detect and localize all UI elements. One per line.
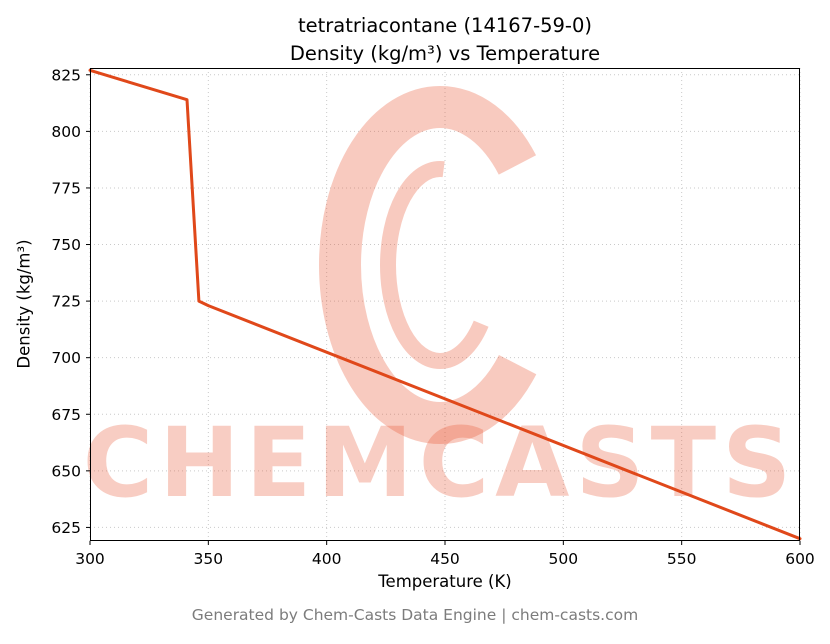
chemcasts-c-logo-watermark xyxy=(319,86,561,444)
y-tick-label: 650 xyxy=(51,462,81,480)
plot-svg: CHEMCASTS 300 350 400 450 500 550 600 625 650 675 7… xyxy=(51,66,814,568)
y-tick-label: 825 xyxy=(51,66,81,84)
y-tick-label: 725 xyxy=(51,293,81,311)
x-tick-label: 600 xyxy=(785,550,815,568)
chart-title: tetratriacontane (14167-59-0) Density (k… xyxy=(90,12,800,67)
y-tick-label: 750 xyxy=(51,236,81,254)
series-line-density xyxy=(88,68,802,541)
y-tick-label: 775 xyxy=(51,179,81,197)
y-tick-label: 800 xyxy=(51,123,81,141)
x-tick-label: 500 xyxy=(549,550,579,568)
x-tick-label: 300 xyxy=(75,550,105,568)
y-tick-label: 625 xyxy=(51,519,81,537)
x-axis-label: Temperature (K) xyxy=(378,572,512,591)
footer-credit: Generated by Chem-Casts Data Engine | ch… xyxy=(191,606,639,624)
x-tick-label: 550 xyxy=(667,550,697,568)
chart-title-line2: Density (kg/m³) vs Temperature xyxy=(289,41,601,65)
chemcasts-c-logo-inner-stroke xyxy=(380,161,500,369)
watermark-text: CHEMCASTS xyxy=(83,407,797,519)
x-tick-label: 400 xyxy=(312,550,342,568)
y-tick-label: 700 xyxy=(51,349,81,367)
y-tick-label: 675 xyxy=(51,406,81,424)
y-axis-label: Density (kg/m³) xyxy=(14,239,34,369)
x-tick-label: 350 xyxy=(194,550,224,568)
x-tick-label: 450 xyxy=(430,550,460,568)
plot-area: CHEMCASTS 300 350 400 450 500 550 600 625 650 675 7… xyxy=(51,66,814,568)
chart-title-line1: tetratriacontane (14167-59-0) xyxy=(298,14,592,37)
plot-border xyxy=(90,68,800,541)
